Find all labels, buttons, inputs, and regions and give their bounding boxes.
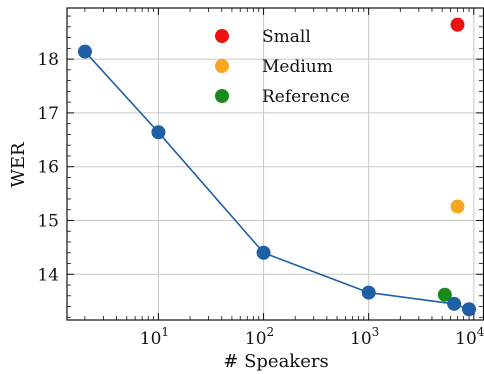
grid-lines	[67, 8, 484, 320]
y-tick-label: 14	[37, 265, 59, 285]
point-reference	[437, 287, 452, 302]
x-tick-label: 103	[350, 325, 379, 349]
x-tick-label: 101	[140, 325, 169, 349]
x-tick-exponent: 1	[161, 325, 169, 339]
legend-label-reference: Reference	[262, 87, 350, 107]
y-tick-label: 17	[37, 104, 59, 124]
line-point	[361, 285, 376, 300]
legend-marker-medium	[215, 59, 229, 73]
x-tick-base: 10	[350, 329, 372, 349]
point-small	[450, 17, 465, 32]
x-tick-base: 10	[245, 329, 267, 349]
plot-frame	[66, 7, 484, 321]
axes	[66, 7, 484, 321]
x-tick-label: 102	[245, 325, 274, 349]
y-tick-label: 18	[37, 50, 59, 70]
legend-label-medium: Medium	[262, 57, 333, 77]
legend-marker-small	[215, 29, 229, 43]
line-point	[256, 245, 271, 260]
y-tick-label: 16	[37, 158, 59, 178]
y-tick-label: 15	[37, 211, 59, 231]
x-tick-base: 10	[140, 329, 162, 349]
y-axis-label: WER	[8, 142, 29, 188]
line-point	[447, 296, 462, 311]
line-point	[151, 125, 166, 140]
legend-marker-reference	[215, 89, 229, 103]
x-tick-base: 10	[455, 329, 477, 349]
x-tick-exponent: 2	[267, 325, 275, 339]
point-medium	[450, 199, 465, 214]
x-tick-exponent: 3	[372, 325, 380, 339]
line-point	[462, 302, 477, 317]
x-tick-label: 104	[455, 325, 484, 349]
x-tick-exponent: 4	[477, 325, 484, 339]
legend: Small Medium Reference	[215, 27, 350, 107]
x-axis-label: # Speakers	[223, 351, 328, 372]
data-points	[77, 17, 477, 317]
legend-label-small: Small	[262, 27, 311, 47]
line-point	[77, 44, 92, 59]
